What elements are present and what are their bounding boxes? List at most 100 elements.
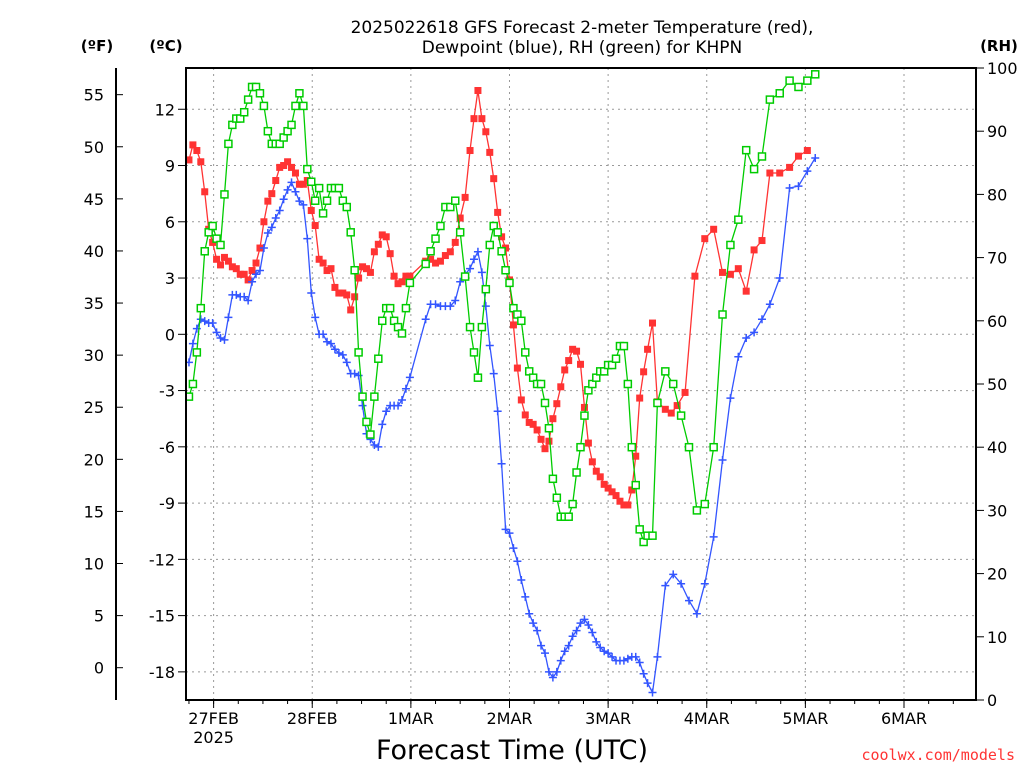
temperature-point: [786, 163, 794, 171]
dewpoint-point: [255, 266, 264, 275]
rh-point: [469, 348, 479, 357]
dewpoint-point: [248, 277, 257, 286]
rh-point: [785, 76, 794, 85]
dewpoint-point: [431, 300, 440, 309]
dewpoint-point: [497, 459, 506, 468]
rh-point: [465, 322, 475, 332]
temperature-point: [355, 274, 363, 282]
temperature-point: [406, 272, 414, 280]
dewpoint-point: [548, 673, 557, 682]
dewpoint-point: [295, 197, 304, 206]
temperature-point: [394, 280, 402, 288]
rh-point: [200, 247, 209, 256]
rh-point: [485, 240, 495, 250]
temperature-point: [569, 345, 577, 353]
rh-tick-label: 100: [987, 59, 1018, 78]
f-tick-label: 55: [84, 86, 104, 105]
dewpoint-point: [224, 313, 233, 322]
temperature-point: [186, 156, 193, 164]
temperature-point: [264, 197, 272, 205]
dewpoint-point: [525, 609, 534, 618]
dewpoint-point: [378, 420, 387, 429]
rh-point: [803, 76, 812, 85]
dewpoint-point: [188, 339, 197, 348]
temperature-point: [661, 405, 669, 413]
temperature-point: [240, 270, 248, 278]
temperature-point: [427, 255, 435, 263]
c-tick-label: 12: [155, 100, 175, 119]
f-tick-label: 30: [84, 346, 104, 365]
rh-point: [421, 259, 430, 269]
rh-point: [295, 89, 304, 98]
dewpoint-point: [299, 200, 308, 209]
chart-title-line2: Dewpoint (blue), RH (green) for KHPN: [422, 38, 742, 58]
rh-point: [436, 221, 445, 231]
rh-point: [552, 493, 562, 503]
c-tick-label: -12: [149, 550, 175, 569]
temperature-point: [232, 265, 240, 273]
temperature-point: [580, 403, 588, 411]
dewpoint-point: [358, 401, 367, 410]
dewpoint-point: [734, 352, 743, 361]
rh-point: [350, 265, 359, 275]
temperature-point: [466, 147, 474, 155]
rh-point: [648, 531, 657, 540]
rh-point: [322, 196, 332, 205]
temperature-point: [366, 268, 374, 276]
series-layer: [186, 70, 820, 697]
rh-point: [521, 348, 530, 357]
dewpoint-point: [709, 532, 718, 541]
rh-point: [580, 411, 589, 420]
rh-point: [243, 95, 253, 104]
temperature-point: [382, 233, 390, 241]
dewpoint-point: [279, 195, 288, 204]
dewpoint-point: [803, 167, 812, 176]
dewpoint-point: [700, 579, 709, 588]
rh-point: [749, 164, 759, 174]
temperature-point: [726, 270, 734, 278]
temperature-point: [592, 467, 600, 475]
temperature-point: [446, 248, 454, 256]
temperature-point: [719, 268, 727, 276]
temperature-point: [794, 152, 802, 160]
dewpoint-point: [473, 247, 482, 256]
dewpoint-point: [608, 652, 617, 661]
dewpoint-point: [446, 302, 455, 311]
f-tick-label: 15: [84, 502, 104, 521]
temperature-point: [272, 177, 280, 185]
c-tick-label: 0: [165, 325, 175, 344]
dewpoint-point: [493, 407, 502, 416]
rh-point: [611, 354, 621, 363]
temperature-point: [436, 257, 444, 265]
dewpoint-point: [643, 679, 652, 688]
rh-point: [385, 303, 395, 313]
dewpoint-point: [584, 620, 593, 629]
rh-point: [757, 152, 767, 161]
rh-point: [318, 209, 328, 218]
temperature-point: [378, 231, 386, 239]
temperature-point: [299, 180, 307, 188]
rh-point: [676, 411, 686, 420]
temperature-point: [541, 445, 549, 453]
dewpoint-point: [529, 619, 538, 628]
dewpoint-point: [401, 384, 410, 393]
temperature-point: [331, 283, 339, 291]
dewpoint-point: [537, 641, 546, 650]
temperature-point: [776, 169, 784, 177]
rh-point: [540, 398, 550, 408]
x-tick-label: 28FEB: [287, 709, 338, 728]
rh-tick-label: 10: [987, 628, 1007, 647]
temperature-point: [604, 484, 612, 492]
rh-point: [734, 215, 743, 224]
temperature-point: [432, 259, 440, 267]
dewpoint-point: [552, 667, 561, 676]
rh-point: [354, 348, 363, 357]
dewpoint-point: [323, 337, 332, 346]
dewpoint-point: [513, 557, 522, 566]
dewpoint-point: [287, 178, 296, 187]
rh-point: [342, 202, 352, 212]
rh-point: [576, 442, 585, 452]
temperature-point: [498, 233, 506, 241]
dewpoint-point: [811, 154, 820, 163]
